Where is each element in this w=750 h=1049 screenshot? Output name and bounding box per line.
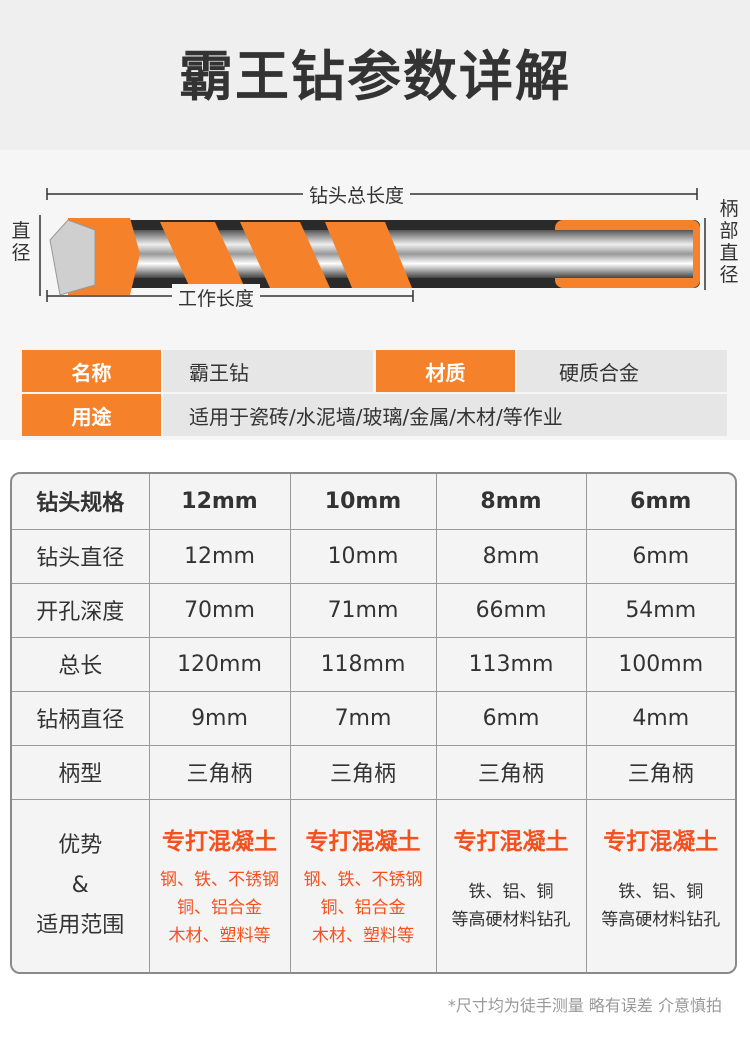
shank-diameter-label: 柄部直径	[719, 198, 739, 286]
advantage-title: 专打混凝土	[305, 828, 421, 855]
footnote: *尺寸均为徒手测量 略有误差 介意慎拍	[447, 996, 722, 1015]
cell: 118mm	[289, 636, 437, 692]
cell: 71mm	[289, 582, 437, 638]
advantage-line: 钢、铁、不锈钢	[160, 869, 279, 890]
header-cell: 6mm	[585, 474, 735, 530]
material-label: 材质	[376, 350, 515, 392]
cell: 6mm	[435, 690, 587, 746]
page-title: 霸王钻参数详解	[179, 44, 571, 108]
advantage-line: 铜、铝合金	[177, 897, 262, 918]
cell: 三角柄	[289, 744, 437, 800]
header-band: 霸王钻参数详解	[0, 0, 750, 150]
spec-table: 钻头规格 12mm 10mm 8mm 6mm 钻头直径 12mm 10mm 8mm 6m…	[10, 472, 737, 974]
row-label: 钻头直径	[12, 528, 150, 584]
table-row: 开孔深度 70mm 71mm 66mm 54mm	[12, 582, 735, 638]
advantage-line: 铜、铝合金	[320, 897, 406, 918]
name-value: 霸王钻	[163, 350, 373, 392]
material-value: 硬质合金	[517, 350, 727, 392]
advantage-label: 优势 & 适用范围	[12, 798, 150, 972]
cell: 4mm	[585, 690, 735, 746]
row-label: 钻柄直径	[12, 690, 150, 746]
cell: 66mm	[435, 582, 587, 638]
cell: 70mm	[148, 582, 291, 638]
advantage-title: 专打混凝土	[453, 828, 569, 855]
cell: 120mm	[148, 636, 291, 692]
row-label: 开孔深度	[12, 582, 150, 638]
table-header-row: 钻头规格 12mm 10mm 8mm 6mm	[12, 474, 735, 530]
advantage-cell: 专打混凝土 铁、铝、铜 等高硬材料钻孔	[585, 798, 735, 972]
diameter-label: 直径	[11, 220, 31, 264]
use-value: 适用于瓷砖/水泥墙/玻璃/金属/木材/等作业	[163, 394, 727, 436]
header-cell: 钻头规格	[12, 474, 150, 530]
drill-bit-illustration	[39, 188, 706, 302]
advantage-title: 专打混凝土	[162, 828, 277, 855]
advantage-line: 铁、铝、铜	[468, 881, 554, 902]
cell: 100mm	[585, 636, 735, 692]
advantage-title: 专打混凝土	[603, 828, 719, 855]
advantage-cell: 专打混凝土 钢、铁、不锈钢 铜、铝合金 木材、塑料等	[289, 798, 437, 972]
table-row: 钻柄直径 9mm 7mm 6mm 4mm	[12, 690, 735, 746]
cell: 三角柄	[435, 744, 587, 800]
cell: 三角柄	[148, 744, 291, 800]
advantage-cell: 专打混凝土 铁、铝、铜 等高硬材料钻孔	[435, 798, 587, 972]
row-label: 柄型	[12, 744, 150, 800]
label-line: &	[71, 872, 89, 898]
advantage-cell: 专打混凝土 钢、铁、不锈钢 铜、铝合金 木材、塑料等	[148, 798, 291, 972]
header-cell: 8mm	[435, 474, 587, 530]
cell: 10mm	[289, 528, 437, 584]
use-label: 用途	[22, 394, 161, 436]
cell: 9mm	[148, 690, 291, 746]
total-length-label: 钻头总长度	[303, 181, 411, 208]
advantage-line: 钢、铁、不锈钢	[303, 869, 423, 890]
cell: 6mm	[585, 528, 735, 584]
table-row: 柄型 三角柄 三角柄 三角柄 三角柄	[12, 744, 735, 800]
advantage-line: 等高硬材料钻孔	[601, 909, 721, 930]
row-label: 总长	[12, 636, 150, 692]
header-cell: 10mm	[289, 474, 437, 530]
header-cell: 12mm	[148, 474, 291, 530]
cell: 8mm	[435, 528, 587, 584]
advantage-line: 木材、塑料等	[168, 925, 271, 946]
table-row: 总长 120mm 118mm 113mm 100mm	[12, 636, 735, 692]
cell: 113mm	[435, 636, 587, 692]
label-line: 适用范围	[36, 912, 125, 938]
advantage-row: 优势 & 适用范围 专打混凝土 钢、铁、不锈钢 铜、铝合金 木材、塑料等 专打混…	[12, 798, 735, 972]
cell: 三角柄	[585, 744, 735, 800]
name-label: 名称	[22, 350, 161, 392]
cell: 54mm	[585, 582, 735, 638]
advantage-line: 等高硬材料钻孔	[451, 909, 571, 930]
label-line: 优势	[58, 832, 103, 858]
working-length-label: 工作长度	[172, 284, 261, 311]
cell: 7mm	[289, 690, 437, 746]
advantage-line: 铁、铝、铜	[618, 881, 704, 902]
advantage-line: 木材、塑料等	[312, 925, 414, 946]
cell: 12mm	[148, 528, 291, 584]
table-row: 钻头直径 12mm 10mm 8mm 6mm	[12, 528, 735, 584]
